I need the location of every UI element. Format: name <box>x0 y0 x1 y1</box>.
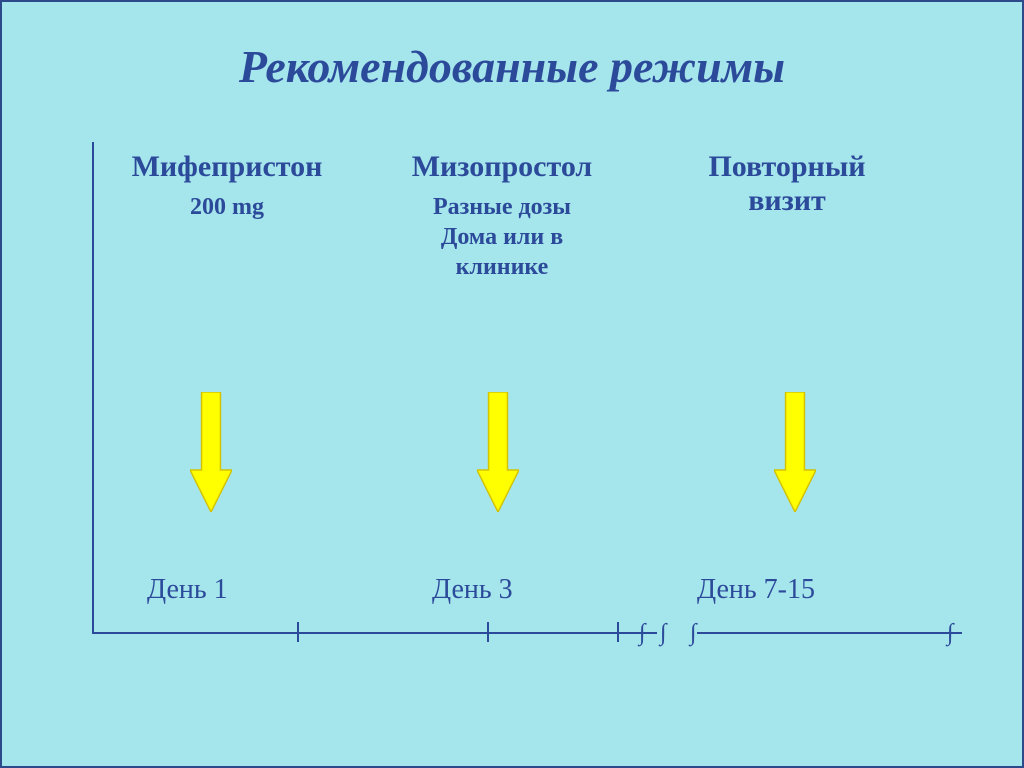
column-2: Мизопростол Разные дозыДома или вклинике <box>387 150 617 282</box>
down-arrow-3 <box>774 392 816 512</box>
down-arrow-2 <box>477 392 519 512</box>
timeline-tick <box>487 622 489 642</box>
slide-title: Рекомендованные режимы <box>2 2 1022 93</box>
y-axis <box>92 142 94 632</box>
day-label-1: День 1 <box>147 574 228 606</box>
day-label-2: День 3 <box>432 574 513 606</box>
timeline-tick <box>297 622 299 642</box>
down-arrow-1 <box>190 392 232 512</box>
day-label-3: День 7-15 <box>697 574 815 606</box>
x-axis-segment-2 <box>697 632 962 634</box>
column-subtext: 200 mg <box>112 192 342 222</box>
axis-break-mark: ∫ <box>947 620 954 647</box>
timeline-tick <box>617 622 619 642</box>
column-subtext: Разные дозыДома или вклинике <box>387 192 617 282</box>
axis-break-mark: ∫ <box>690 620 697 647</box>
axis-break-mark: ∫ <box>660 620 667 647</box>
column-heading: Мифепристон <box>112 150 342 184</box>
column-1: Мифепристон 200 mg <box>112 150 342 222</box>
timeline-diagram: Мифепристон 200 mg Мизопростол Разные дозыД… <box>92 142 942 662</box>
column-3: Повторныйвизит <box>672 150 902 226</box>
axis-break-mark: ∫ <box>639 620 646 647</box>
x-axis-segment-1 <box>92 632 657 634</box>
column-heading: Мизопростол <box>387 150 617 184</box>
column-heading: Повторныйвизит <box>672 150 902 218</box>
